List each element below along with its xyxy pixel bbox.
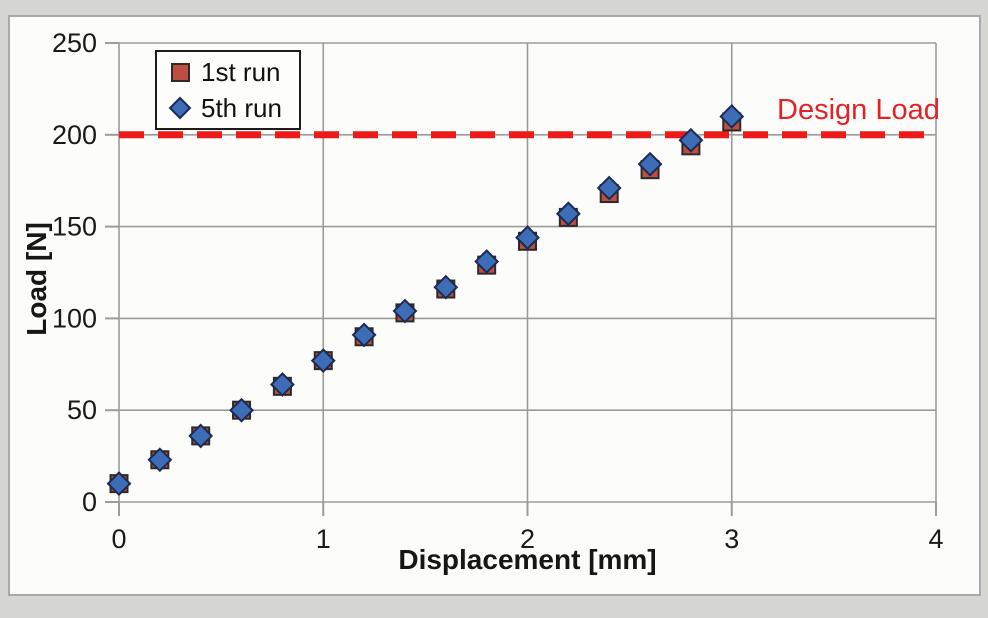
marker-diamond <box>392 298 418 324</box>
marker-diamond <box>596 175 622 201</box>
marker-diamond <box>310 348 336 374</box>
x-tick-label: 3 <box>724 524 739 554</box>
marker-diamond <box>474 249 500 274</box>
chart-panel: 0 50 100 150 200 250 0 1 2 3 4 1st run 5th run Des… <box>8 15 981 596</box>
marker-diamond <box>269 372 295 397</box>
design-load-label: Design Load <box>777 94 940 126</box>
marker-diamond <box>719 104 745 129</box>
diamond-marker-icon <box>168 96 192 120</box>
x-tick-label: 2 <box>520 524 535 554</box>
y-tick-label: 100 <box>52 303 97 333</box>
marker-diamond <box>351 322 377 348</box>
y-tick-label: 0 <box>82 487 97 517</box>
plot-area: 0 50 100 150 200 250 0 1 2 3 4 <box>52 28 944 554</box>
y-tick-label: 150 <box>52 212 97 242</box>
marker-diamond <box>433 274 459 300</box>
marker-diamond <box>555 201 581 227</box>
y-tick-label: 50 <box>67 395 97 425</box>
x-tick-label: 0 <box>111 524 126 554</box>
marker-diamond <box>106 471 132 497</box>
y-axis-title: Load [N] <box>21 222 52 336</box>
y-tick-label: 200 <box>52 120 97 150</box>
x-axis-title: Displacement [mm] <box>398 544 657 575</box>
legend-item-5th-run: 5th run <box>168 90 299 126</box>
x-tick-label: 4 <box>928 524 943 554</box>
marker-diamond <box>678 127 704 153</box>
marker-diamond <box>147 447 173 473</box>
y-tick-label: 250 <box>52 28 97 58</box>
legend-item-1st-run: 1st run <box>170 54 299 90</box>
marker-diamond <box>229 397 254 423</box>
legend-label-1st-run: 1st run <box>201 57 281 87</box>
x-tick-label: 1 <box>316 524 331 554</box>
marker-diamond <box>515 225 540 251</box>
legend-label-5th-run: 5th run <box>201 93 282 123</box>
marker-diamond <box>188 423 214 449</box>
square-marker-icon <box>170 62 190 82</box>
legend: 1st run 5th run <box>155 50 301 130</box>
marker-diamond <box>637 151 663 177</box>
